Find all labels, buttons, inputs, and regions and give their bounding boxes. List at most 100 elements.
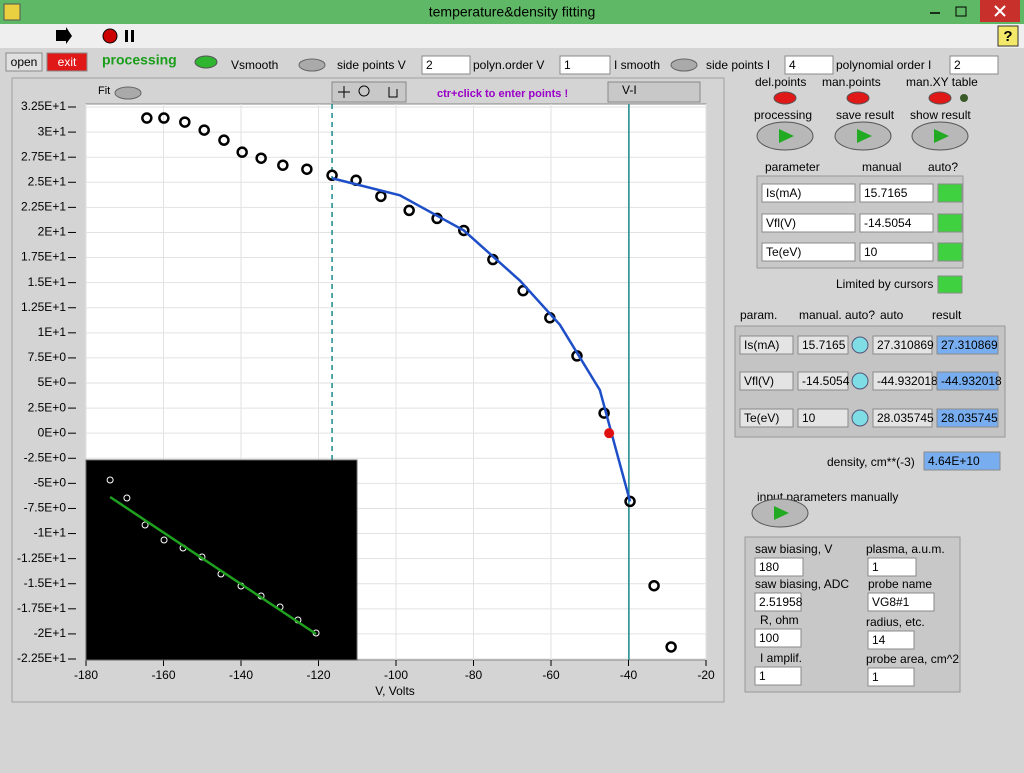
title-bar <box>0 0 1024 24</box>
auto-value[interactable] <box>872 371 933 391</box>
pause-button[interactable] <box>125 30 128 42</box>
y-tick-label: 3.25E+1 <box>21 99 66 113</box>
probe-label: plasma, a.u.m. <box>866 542 945 556</box>
y-tick-label: -5E+0 <box>34 476 67 490</box>
probe-value[interactable] <box>754 592 802 612</box>
param-name[interactable] <box>739 371 794 391</box>
y-tick-label: -1.5E+1 <box>24 576 67 590</box>
manual-value-text: 10 <box>802 411 816 425</box>
param-name-text: Vfl(V) <box>744 374 774 388</box>
result-value[interactable] <box>936 371 999 391</box>
help-icon: ? <box>1003 28 1012 45</box>
auto-value[interactable] <box>872 335 933 355</box>
param-name[interactable] <box>739 408 794 428</box>
probe-value[interactable] <box>754 628 802 648</box>
numeric-field[interactable] <box>559 55 611 75</box>
processing-led[interactable] <box>194 55 218 69</box>
y-tick-label: -2.5E+0 <box>24 450 67 464</box>
app-icon <box>3 3 21 21</box>
parameter-name[interactable] <box>761 213 856 233</box>
data-point <box>141 521 149 529</box>
vsmooth-label: Vsmooth <box>231 58 278 72</box>
param-name[interactable] <box>739 335 794 355</box>
field-value: 4 <box>789 58 796 72</box>
del-points-led[interactable] <box>773 91 797 105</box>
probe-value[interactable] <box>867 630 915 650</box>
numeric-field[interactable] <box>949 55 999 75</box>
result-value[interactable] <box>936 408 999 428</box>
numeric-field[interactable] <box>784 55 834 75</box>
probe-value[interactable] <box>754 666 802 686</box>
probe-label: R, ohm <box>760 613 799 627</box>
man-points-led[interactable] <box>846 91 870 105</box>
auto-led[interactable] <box>851 372 869 390</box>
probe-value[interactable] <box>867 592 935 612</box>
auto-toggle[interactable] <box>937 213 963 233</box>
manual-value[interactable] <box>859 183 934 203</box>
y-tick-label: -1.25E+1 <box>17 551 66 565</box>
manual-value[interactable] <box>859 242 934 262</box>
table-header: manual <box>862 160 901 174</box>
x-tick-label: -20 <box>697 668 715 682</box>
auto-led[interactable] <box>851 336 869 354</box>
probe-value[interactable] <box>867 557 917 577</box>
data-point <box>179 116 191 128</box>
probe-value-text: 1 <box>759 669 766 683</box>
x-tick-label: -180 <box>74 668 98 682</box>
run-arrow[interactable] <box>56 27 72 44</box>
auto-led[interactable] <box>851 409 869 427</box>
vsmooth-toggle[interactable] <box>298 58 326 72</box>
open-label: open <box>11 55 38 69</box>
limited-toggle[interactable] <box>937 275 963 294</box>
auto-value-text: 27.310869 <box>877 338 934 352</box>
man-xy-led[interactable] <box>928 91 952 105</box>
auto-toggle[interactable] <box>937 242 963 262</box>
auto-value[interactable] <box>872 408 933 428</box>
exit-button[interactable] <box>46 52 88 72</box>
result-value[interactable] <box>936 335 999 355</box>
auto-toggle[interactable] <box>937 183 963 203</box>
ismooth-toggle[interactable] <box>670 58 698 72</box>
probe-label: probe area, cm^2 <box>866 652 959 666</box>
probe-value-text: 2.51958 <box>759 595 803 609</box>
processing-button-label: processing <box>754 108 812 122</box>
parameter-name-text: Vfl(V) <box>766 216 796 230</box>
probe-value-text: 180 <box>759 560 779 574</box>
manual-value[interactable] <box>797 408 849 428</box>
x-tick-label: -160 <box>151 668 175 682</box>
x-tick-label: -140 <box>229 668 253 682</box>
manual-value[interactable] <box>797 371 849 391</box>
param-name-text: Te(eV) <box>744 411 779 425</box>
data-point <box>106 476 114 484</box>
manual-value[interactable] <box>797 335 849 355</box>
plot-legend <box>607 81 701 103</box>
auto-value-text: -44.932018 <box>877 374 938 388</box>
y-tick-label: 2.5E+1 <box>28 174 67 188</box>
manual-value-text: 10 <box>864 245 878 259</box>
parameter-name[interactable] <box>761 183 856 203</box>
table-header: parameter <box>765 160 820 174</box>
parameter-name[interactable] <box>761 242 856 262</box>
open-button[interactable] <box>5 52 43 72</box>
manual-value[interactable] <box>859 213 934 233</box>
limited-label: Limited by cursors <box>836 277 933 291</box>
x-tick-label: -100 <box>384 668 408 682</box>
probe-value[interactable] <box>867 667 915 687</box>
y-tick-label: 1.5E+1 <box>28 275 67 289</box>
help-button[interactable] <box>997 25 1019 47</box>
restore[interactable] <box>955 6 967 17</box>
density-value[interactable] <box>923 451 1001 471</box>
probe-label: saw biasing, ADC <box>755 577 849 591</box>
side-points-v-label: side points V <box>337 58 406 72</box>
abort-button[interactable] <box>102 28 118 44</box>
ismooth-label: I smooth <box>614 58 660 72</box>
data-point <box>236 146 248 158</box>
probe-value[interactable] <box>754 557 804 577</box>
fit-toggle[interactable] <box>114 86 142 100</box>
numeric-field[interactable] <box>421 55 471 75</box>
y-tick-label: 2.25E+1 <box>21 200 66 214</box>
inset-plot <box>85 459 358 661</box>
pause-button-bar <box>131 30 134 42</box>
probe-value-text: 14 <box>872 633 886 647</box>
